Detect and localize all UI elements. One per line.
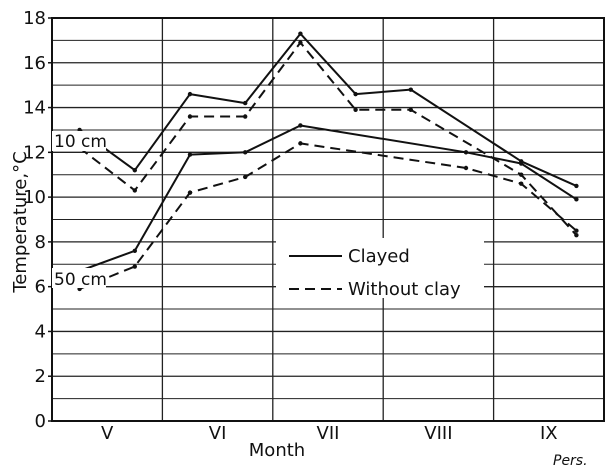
x-tick-label: VI (209, 423, 227, 444)
data-point (243, 175, 247, 179)
data-point (243, 150, 247, 154)
data-point (133, 168, 137, 172)
data-point (574, 197, 578, 201)
data-point (353, 92, 357, 96)
data-point (298, 141, 302, 145)
data-point (243, 101, 247, 105)
data-point (409, 108, 413, 112)
data-point (353, 108, 357, 112)
data-point (188, 152, 192, 156)
data-point (464, 166, 468, 170)
x-tick-label: IX (540, 423, 558, 444)
data-point (298, 31, 302, 35)
y-tick-label: 18 (23, 8, 46, 29)
data-point (519, 173, 523, 177)
data-point (188, 114, 192, 118)
annotation-50cm: 50 cm (54, 270, 107, 290)
annotation-10cm: 10 cm (54, 132, 107, 152)
x-tick-label: VIII (424, 423, 452, 444)
data-point (188, 190, 192, 194)
y-tick-label: 8 (35, 232, 46, 253)
data-point (243, 114, 247, 118)
data-point (133, 264, 137, 268)
data-point (519, 181, 523, 185)
y-tick-label: 2 (35, 366, 46, 387)
y-axis-label: Temperature,°C (10, 151, 31, 293)
legend: Clayed Without clay (276, 238, 484, 300)
y-tick-label: 16 (23, 53, 46, 74)
data-point (188, 92, 192, 96)
data-point (133, 249, 137, 253)
data-point (574, 233, 578, 237)
y-tick-label: 4 (35, 321, 46, 342)
data-point (464, 150, 468, 154)
data-point (409, 87, 413, 91)
data-point (519, 161, 523, 165)
data-point (298, 123, 302, 127)
y-tick-label: 14 (23, 98, 46, 119)
x-axis-label: Month (249, 440, 305, 461)
signature: Pers. (553, 453, 588, 468)
data-point (298, 40, 302, 44)
x-tick-label: VII (317, 423, 340, 444)
x-tick-label: V (101, 423, 114, 444)
data-point (574, 184, 578, 188)
legend-label-clayed: Clayed (348, 246, 410, 267)
data-point (133, 188, 137, 192)
y-tick-label: 6 (35, 277, 46, 298)
data-point (574, 228, 578, 232)
legend-label-without-clay: Without clay (348, 279, 461, 300)
y-tick-label: 0 (35, 411, 46, 432)
